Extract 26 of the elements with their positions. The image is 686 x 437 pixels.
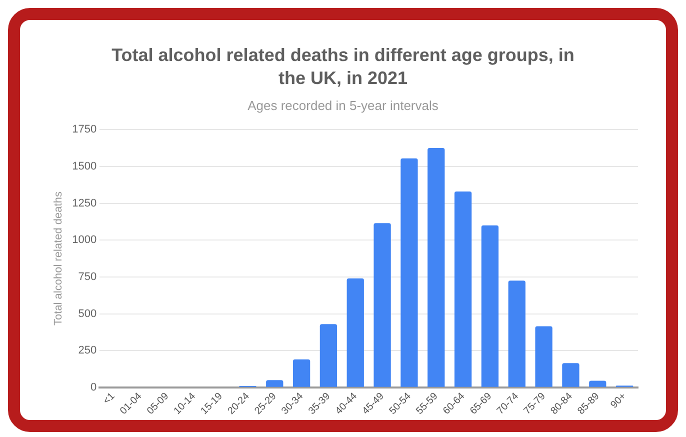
y-tick-label: 1500: [72, 160, 97, 172]
y-tick-label: 1000: [72, 234, 97, 246]
y-axis-title: Total alcohol related deaths: [52, 191, 65, 326]
bar: [374, 223, 391, 387]
bar: [428, 148, 445, 387]
x-tick-label: 90+: [608, 390, 629, 411]
x-tick-label: <1: [101, 390, 118, 407]
y-tick-label: 1250: [72, 197, 97, 210]
chart-title: Total alcohol related deaths in different age groups, in the UK, in 2021: [110, 44, 576, 90]
bar: [508, 280, 526, 387]
chart-subtitle: Ages recorded in 5-year intervals: [246, 98, 440, 113]
bar: [346, 278, 364, 387]
y-tick-label: 1750: [72, 124, 97, 136]
bar: [481, 225, 499, 387]
bar: [320, 324, 338, 387]
bar: [266, 380, 284, 387]
y-tick-label: 250: [78, 344, 97, 357]
y-tick-label: 750: [78, 270, 97, 283]
bar: [535, 326, 552, 387]
bar: [589, 380, 606, 387]
y-tick-label: 0: [90, 381, 97, 394]
bar: [292, 359, 310, 387]
bar: [562, 363, 580, 387]
bar: [454, 191, 472, 387]
bar: [400, 158, 418, 387]
y-tick-label: 500: [78, 308, 97, 320]
